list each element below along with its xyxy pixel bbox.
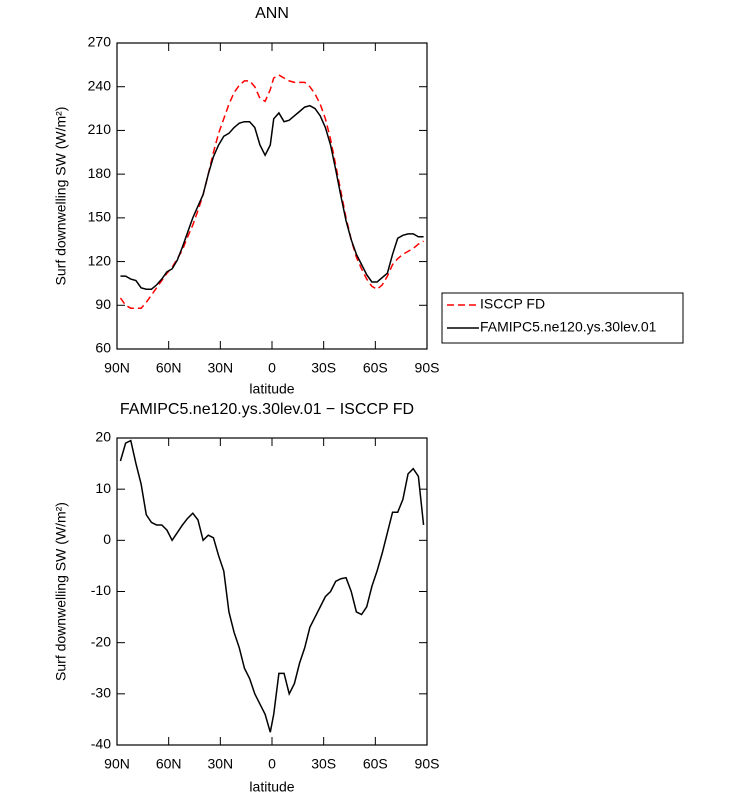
y-tick-label: 120 xyxy=(88,252,112,268)
y-tick-label: 210 xyxy=(88,121,112,137)
x-tick-label: 60N xyxy=(156,360,182,376)
x-tick-label: 90S xyxy=(415,360,440,376)
chart-title: FAMIPC5.ne120.ys.30lev.01 − ISCCP FD xyxy=(120,401,414,418)
x-tick-label: 0 xyxy=(268,360,276,376)
x-tick-label: 30S xyxy=(311,360,336,376)
x-tick-label: 60S xyxy=(363,360,388,376)
x-axis-label: latitude xyxy=(249,779,294,795)
y-tick-label: 180 xyxy=(88,165,112,181)
plot-frame xyxy=(116,42,428,350)
y-tick-label: 270 xyxy=(88,34,112,50)
x-tick-label: 30N xyxy=(207,360,233,376)
legend-label: ISCCP FD xyxy=(480,296,545,312)
x-tick-label: 90S xyxy=(415,756,440,772)
y-tick-label: 20 xyxy=(95,429,111,445)
y-tick-label: -20 xyxy=(91,633,111,649)
y-tick-label: 60 xyxy=(95,340,111,356)
y-axis-label: Surf downwelling SW (W/m²) xyxy=(53,107,69,286)
y-axis-label: Surf downwelling SW (W/m²) xyxy=(53,502,69,681)
data-line xyxy=(120,104,424,291)
y-tick-label: 90 xyxy=(95,296,111,312)
x-tick-label: 60N xyxy=(156,756,182,772)
x-axis-label: latitude xyxy=(249,381,294,397)
x-tick-label: 90N xyxy=(104,756,130,772)
plot-frame xyxy=(116,437,428,746)
y-tick-label: 150 xyxy=(88,209,112,225)
x-tick-label: 90N xyxy=(104,360,130,376)
y-tick-label: 0 xyxy=(103,531,111,547)
y-tick-label: -10 xyxy=(91,582,111,598)
data-line xyxy=(119,74,424,309)
chart-title: ANN xyxy=(255,5,289,22)
x-tick-label: 30S xyxy=(311,756,336,772)
data-line xyxy=(119,439,425,733)
y-tick-label: -40 xyxy=(91,736,111,752)
y-tick-label: 10 xyxy=(95,480,111,496)
legend-box xyxy=(441,292,684,344)
x-tick-label: 0 xyxy=(268,756,276,772)
legend-label: FAMIPC5.ne120.ys.30lev.01 xyxy=(480,319,657,335)
y-tick-label: -30 xyxy=(91,685,111,701)
x-tick-label: 60S xyxy=(363,756,388,772)
x-tick-label: 30N xyxy=(207,756,233,772)
y-tick-label: 240 xyxy=(88,77,112,93)
